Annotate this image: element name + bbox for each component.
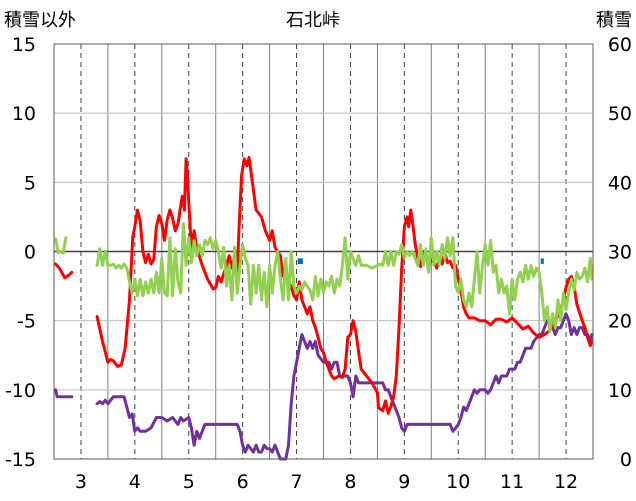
x-tick-label: 5 <box>183 471 195 493</box>
y-tick-label-left: 15 <box>12 34 36 56</box>
x-tick-label: 11 <box>500 471 524 493</box>
series-line <box>95 222 594 334</box>
y-tick-label-left: 10 <box>12 103 36 125</box>
left-axis-label: 積雪以外 <box>4 10 76 31</box>
series-1 <box>54 222 594 334</box>
x-tick-label: 10 <box>446 471 470 493</box>
x-tick-labels: 3 4 5 6 7 8 9 10 11 12 <box>75 471 578 493</box>
x-tick-label: 8 <box>344 471 356 493</box>
series-line <box>54 262 74 280</box>
y-tick-label-right: 10 <box>608 380 632 402</box>
y-tick-label-right: 20 <box>608 311 632 333</box>
y-tick-label-left: -5 <box>17 311 36 333</box>
chart-title: 石北峠 <box>286 10 340 31</box>
y-tick-label-left: 5 <box>24 172 36 194</box>
y-tick-label-right: 30 <box>608 242 632 264</box>
y-tick-label-left: 0 <box>24 242 36 264</box>
y-tick-labels-right: 60 50 40 30 20 10 0 <box>608 34 632 471</box>
x-tick-label: 4 <box>129 471 141 493</box>
y-tick-label-right: 50 <box>608 103 632 125</box>
y-tick-label-left: -15 <box>5 449 36 471</box>
y-tick-label-right: 40 <box>608 172 632 194</box>
series-line <box>95 155 594 415</box>
x-tick-label: 7 <box>291 471 303 493</box>
series-2 <box>54 312 594 461</box>
x-tick-label: 12 <box>554 471 578 493</box>
x-tick-label: 9 <box>398 471 410 493</box>
series-line <box>95 312 594 461</box>
series-3 <box>297 258 544 264</box>
x-tick-label: 6 <box>237 471 249 493</box>
y-tick-label-right: 60 <box>608 34 632 56</box>
plot-frame <box>53 43 594 460</box>
series-0 <box>54 155 594 415</box>
series-line <box>54 236 68 255</box>
right-axis-label: 積雪 <box>596 10 632 31</box>
x-tick-label: 3 <box>75 471 87 493</box>
y-tick-labels-left: 15 10 5 0 -5 -10 -15 <box>5 34 36 471</box>
series-layer <box>54 155 594 461</box>
series-line <box>54 388 74 399</box>
y-tick-label-right: 0 <box>620 449 632 471</box>
y-tick-label-left: -10 <box>5 380 36 402</box>
